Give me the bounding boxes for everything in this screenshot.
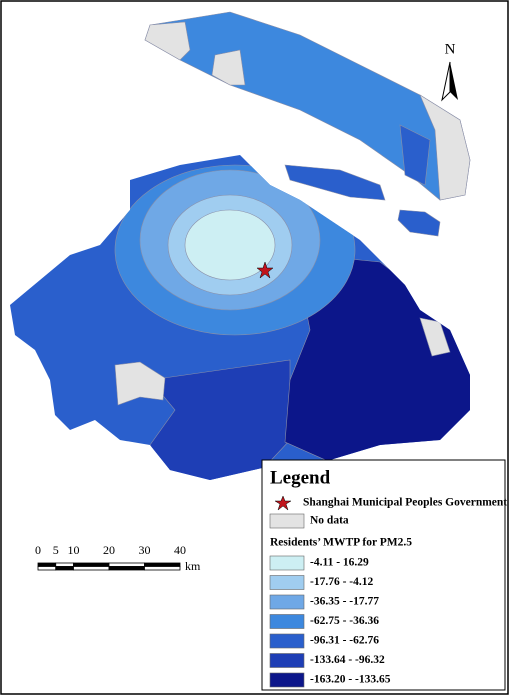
legend-label: -163.20 - -133.65 <box>310 674 391 686</box>
legend-swatch <box>269 672 305 688</box>
scale-label: 10 <box>68 543 80 557</box>
north-arrow <box>450 62 458 100</box>
legend-label: -133.64 - -96.32 <box>310 654 385 666</box>
no-data-area <box>419 94 471 201</box>
north-label: N <box>445 41 456 57</box>
scale-label: 20 <box>103 543 115 557</box>
scale-segment <box>55 562 74 567</box>
legend-label: Shanghai Municipal Peoples Government <box>303 497 507 509</box>
scale-segment <box>55 566 74 571</box>
legend-subtitle: Residents’ MWTP for PM2.5 <box>270 537 412 549</box>
legend-swatch <box>269 575 305 590</box>
scale-label: 5 <box>53 543 59 557</box>
island-district <box>399 124 431 186</box>
scale-segment <box>108 566 145 571</box>
legend-swatch <box>269 555 305 571</box>
scale-segment <box>37 562 57 567</box>
scale-segment <box>144 566 181 571</box>
no-data-area <box>114 361 166 406</box>
legend-swatch <box>269 633 305 649</box>
district-zone <box>184 209 276 281</box>
no-data-area <box>419 317 451 357</box>
legend-swatch <box>269 653 305 668</box>
legend-label: -4.11 - 16.29 <box>310 557 369 569</box>
hengsha-island <box>397 209 441 237</box>
scale-bar: 0 5 10 20 30 40 km <box>35 543 201 573</box>
legend-star <box>274 495 292 511</box>
legend-box <box>261 459 506 691</box>
scale-label: 0 <box>35 543 41 557</box>
scale-segment <box>144 562 181 567</box>
scale-label: 40 <box>174 543 186 557</box>
legend-title: Legend <box>270 467 331 488</box>
legend-label: -62.75 - -36.36 <box>310 615 379 627</box>
scale-label: 30 <box>139 543 151 557</box>
legend-swatch <box>269 513 305 529</box>
government-marker <box>256 261 274 279</box>
scale-unit: km <box>185 559 201 573</box>
legend-swatch <box>269 614 305 629</box>
north-arrow <box>441 61 451 102</box>
changxing-island <box>284 164 386 201</box>
scale-segment <box>108 562 145 567</box>
scale-segment <box>37 566 57 571</box>
legend-label: -36.35 - -17.77 <box>310 596 379 608</box>
legend-classes: -4.11 - 16.29 -17.76 - -4.12 -36.35 - -17.… <box>269 555 391 688</box>
legend-label: -17.76 - -4.12 <box>310 576 373 588</box>
scale-segment <box>73 562 110 567</box>
legend-swatch <box>269 594 305 610</box>
legend-label: No data <box>310 515 349 527</box>
legend-label: -96.31 - -62.76 <box>310 635 379 647</box>
no-data-area <box>211 49 246 86</box>
scale-segment <box>73 566 110 571</box>
no-data-area <box>144 21 191 61</box>
